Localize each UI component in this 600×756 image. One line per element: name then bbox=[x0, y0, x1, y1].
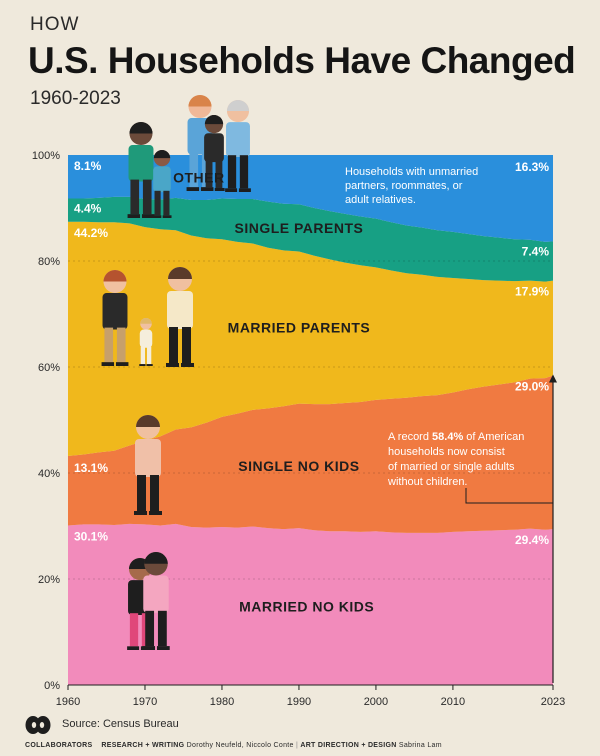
x-tick-label: 2023 bbox=[541, 696, 565, 708]
callout-line: households now consist bbox=[388, 446, 505, 458]
x-tick-label: 1990 bbox=[287, 696, 311, 708]
area-other bbox=[68, 155, 553, 242]
father-figure-icon bbox=[166, 267, 194, 367]
start-value-label: 30.1% bbox=[74, 529, 108, 543]
y-tick-label: 0% bbox=[44, 680, 60, 692]
research-names: Dorothy Neufeld, Niccolo Conte bbox=[186, 742, 294, 749]
x-tick-label: 2000 bbox=[364, 696, 388, 708]
child-figure-icon bbox=[152, 150, 172, 218]
elder-figure-icon bbox=[225, 100, 251, 192]
area-single-parents bbox=[68, 196, 553, 282]
area-married-no-kids bbox=[68, 523, 553, 685]
end-value-label: 16.3% bbox=[515, 160, 549, 174]
art-names: Sabrina Lam bbox=[398, 742, 442, 749]
area-single-no-kids bbox=[68, 375, 553, 533]
other-note-line: partners, roommates, or bbox=[345, 180, 463, 192]
x-tick-label: 1970 bbox=[133, 696, 157, 708]
toddler-figure-icon bbox=[139, 318, 153, 366]
series-label-single-no-kids: SINGLE NO KIDS bbox=[238, 458, 359, 474]
start-value-label: 13.1% bbox=[74, 461, 108, 475]
series-label-single-parents: SINGLE PARENTS bbox=[235, 220, 364, 236]
collaborators-label: COLLABORATORS bbox=[25, 742, 93, 749]
collaborators-logo-icon bbox=[25, 716, 51, 734]
series-label-married-no-kids: MARRIED NO KIDS bbox=[239, 599, 374, 615]
callout-connector bbox=[465, 488, 553, 504]
series-label-married-parents: MARRIED PARENTS bbox=[228, 320, 371, 336]
end-value-label: 29.0% bbox=[515, 379, 549, 393]
other-note-line: adult relatives. bbox=[345, 194, 416, 206]
other-note-line: Households with unmarried bbox=[345, 166, 478, 178]
end-value-label: 7.4% bbox=[522, 244, 550, 258]
callout-line: of married or single adults bbox=[388, 461, 515, 473]
spouse-two-figure-icon bbox=[142, 552, 170, 650]
y-tick-label: 100% bbox=[32, 150, 60, 162]
y-tick-label: 20% bbox=[38, 574, 60, 586]
x-tick-label: 1980 bbox=[210, 696, 234, 708]
callout-arrow-head bbox=[549, 374, 557, 383]
start-value-label: 8.1% bbox=[74, 159, 102, 173]
series-label-other: OTHER bbox=[173, 170, 225, 186]
x-tick-label: 2010 bbox=[441, 696, 465, 708]
year-range: 1960-2023 bbox=[30, 88, 121, 109]
y-tick-label: 40% bbox=[38, 468, 60, 480]
art-label: ART DIRECTION + DESIGN bbox=[300, 742, 397, 749]
single-adult-figure-icon bbox=[134, 415, 162, 515]
source-note: Source: Census Bureau bbox=[62, 718, 179, 730]
header-kicker: HOW bbox=[30, 14, 80, 35]
start-value-label: 4.4% bbox=[74, 201, 102, 215]
callout-line: without children. bbox=[387, 476, 468, 488]
mother-figure-icon bbox=[101, 270, 129, 366]
callout-line: A record 58.4% of American bbox=[388, 431, 524, 443]
adult-dark-figure-icon bbox=[203, 115, 225, 191]
page-title: U.S. Households Have Changed bbox=[28, 40, 576, 81]
y-tick-label: 80% bbox=[38, 256, 60, 268]
y-tick-label: 60% bbox=[38, 362, 60, 374]
end-value-label: 29.4% bbox=[515, 533, 549, 547]
research-label: RESEARCH + WRITING bbox=[101, 742, 185, 749]
start-value-label: 44.2% bbox=[74, 226, 108, 240]
x-tick-label: 1960 bbox=[56, 696, 80, 708]
credits-line: COLLABORATORS RESEARCH + WRITING Dorothy… bbox=[25, 742, 442, 749]
single-parent-figure-icon bbox=[127, 122, 155, 218]
end-value-label: 17.9% bbox=[515, 285, 549, 299]
